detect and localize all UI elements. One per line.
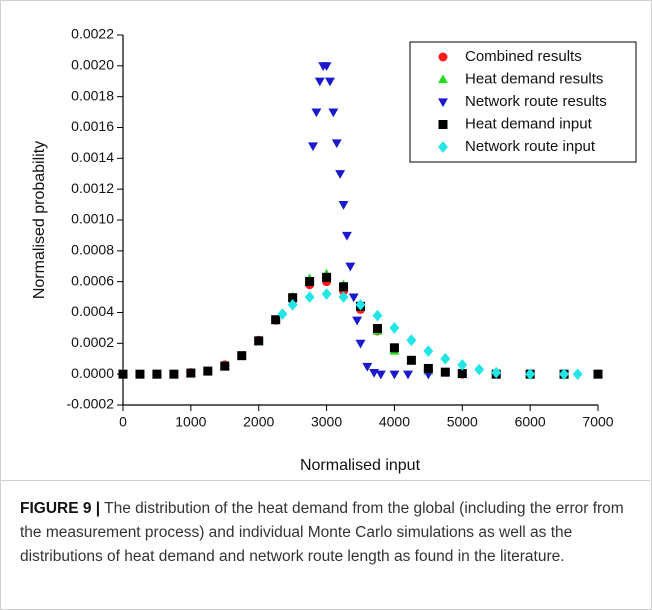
data-point: [389, 343, 399, 353]
legend-label: Combined results: [465, 48, 582, 65]
data-point: [362, 362, 373, 372]
data-point: [440, 367, 450, 377]
data-point: [321, 62, 332, 72]
data-point: [308, 142, 318, 152]
y-axis-label: Normalised probability: [31, 141, 48, 299]
data-point: [352, 316, 363, 326]
x-tick-label: 1000: [175, 414, 206, 430]
data-point: [372, 309, 383, 322]
data-point: [372, 324, 382, 334]
y-tick-label: 0.0018: [71, 87, 114, 103]
y-tick-label: 0.0014: [71, 149, 114, 165]
data-point: [559, 368, 570, 381]
x-tick-label: 4000: [379, 414, 410, 430]
data-point: [339, 282, 349, 292]
data-point: [331, 139, 342, 149]
data-point: [321, 288, 332, 300]
x-axis-label: Normalised input: [300, 457, 421, 474]
data-point: [355, 298, 366, 311]
data-point: [403, 370, 413, 380]
data-point: [311, 108, 322, 118]
data-point: [335, 170, 346, 179]
data-point: [423, 363, 433, 373]
data-point: [348, 293, 359, 303]
data-point: [525, 368, 536, 381]
separator: [0, 480, 650, 481]
data-point: [593, 369, 603, 379]
data-point: [406, 334, 417, 347]
data-point: [277, 308, 288, 320]
y-tick-label: 0.0012: [71, 180, 114, 196]
legend-marker: [438, 74, 448, 84]
data-point: [457, 369, 467, 379]
data-point: [118, 369, 128, 379]
data-point: [322, 272, 332, 282]
y-tick-label: 0.0004: [71, 303, 114, 319]
data-point: [304, 291, 315, 303]
data-point: [314, 77, 325, 87]
legend-label: Heat demand input: [465, 115, 593, 132]
data-point: [491, 366, 502, 379]
data-point: [457, 359, 468, 371]
data-point: [341, 231, 352, 241]
legend-marker: [438, 52, 448, 62]
y-tick-label: 0.0008: [71, 242, 114, 258]
x-tick-label: 7000: [582, 414, 613, 430]
data-point: [135, 369, 145, 379]
data-point: [254, 336, 264, 346]
data-point: [305, 277, 315, 287]
data-point: [345, 262, 356, 272]
data-point: [203, 366, 213, 376]
y-tick-label: 0.0022: [71, 26, 114, 42]
legend-marker: [438, 141, 448, 153]
data-point: [355, 339, 366, 349]
caption: FIGURE 9 | The distribution of the heat …: [20, 497, 632, 569]
data-point: [328, 108, 339, 118]
y-tick-label: 0.0002: [71, 334, 114, 350]
data-point: [152, 369, 162, 379]
data-point: [325, 77, 335, 87]
data-point: [423, 345, 434, 357]
data-point: [271, 315, 281, 325]
data-point: [338, 200, 349, 210]
legend-label: Network route results: [465, 93, 607, 110]
legend-marker: [438, 98, 448, 108]
data-point: [375, 370, 386, 380]
data-point: [220, 361, 230, 371]
x-tick-label: 2000: [243, 414, 274, 430]
data-point: [474, 363, 485, 376]
x-tick-label: 3000: [311, 414, 342, 430]
caption-text: The distribution of the heat demand from…: [20, 500, 624, 565]
data-point: [389, 370, 400, 380]
x-tick-label: 0: [119, 414, 127, 430]
legend-label: Network route input: [465, 138, 596, 155]
data-point: [288, 293, 298, 303]
caption-label: FIGURE 9 |: [20, 500, 101, 517]
chart: Normalised input Normalised probability …: [31, 26, 637, 474]
y-tick-label: 0.0000: [71, 365, 114, 381]
data-point: [440, 352, 451, 365]
y-tick-label: -0.0002: [67, 396, 115, 412]
y-tick-label: 0.0016: [71, 118, 114, 134]
y-tick-label: 0.0020: [71, 57, 114, 73]
legend-label: Heat demand results: [465, 70, 603, 87]
data-point: [169, 369, 179, 379]
data-point: [406, 355, 416, 365]
legend-box: [409, 41, 637, 163]
y-tick-label: 0.0010: [71, 211, 114, 227]
x-tick-label: 6000: [515, 414, 546, 430]
legend-marker: [438, 120, 448, 129]
x-tick-label: 5000: [447, 414, 478, 430]
data-point: [389, 322, 400, 334]
data-point: [572, 368, 583, 381]
y-tick-label: 0.0006: [71, 272, 114, 288]
data-point: [186, 368, 196, 378]
data-point: [287, 298, 298, 311]
data-point: [237, 351, 247, 361]
data-point: [338, 291, 349, 303]
